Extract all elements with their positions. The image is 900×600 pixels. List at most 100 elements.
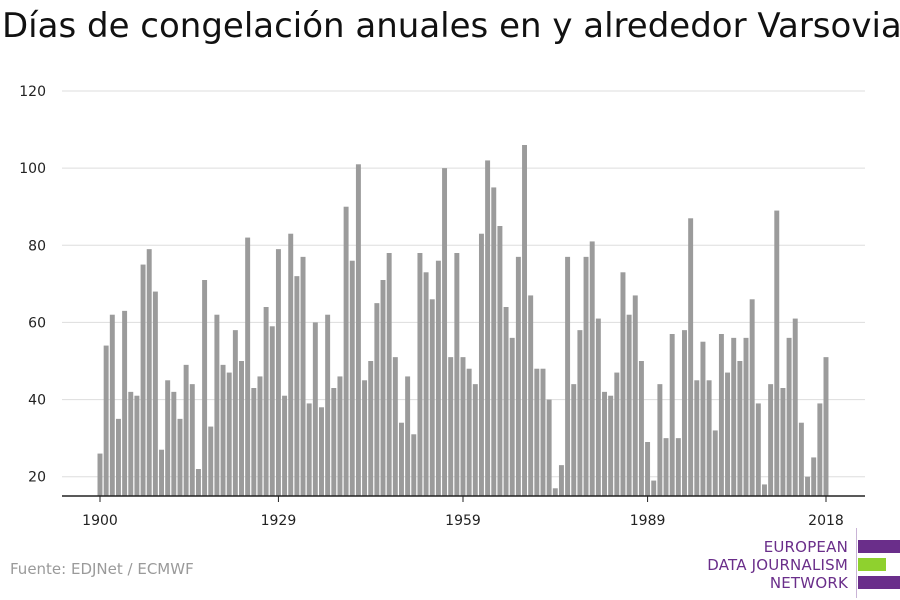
bar-1904: [122, 310, 128, 496]
bar-1984: [614, 372, 620, 496]
bar-1942: [355, 164, 361, 497]
bar-1976: [565, 256, 571, 496]
bar-2000: [712, 430, 718, 496]
bar-1950: [405, 376, 411, 496]
logo-line-network: NETWORK: [769, 574, 848, 592]
bar-1963: [485, 160, 491, 496]
bar-1933: [300, 256, 306, 496]
bar-1965: [497, 226, 503, 496]
bar-1932: [294, 276, 300, 496]
bar-1902: [109, 314, 115, 496]
bar-1961: [472, 384, 478, 496]
bar-1916: [195, 469, 201, 496]
bar-1995: [682, 330, 687, 496]
bar-chart: 20 40 60 80 100 120 1900 1929 1959 1989 2018: [19, 84, 865, 529]
bar-1911: [165, 380, 171, 496]
bar-2004: [737, 361, 743, 496]
bar-1906: [134, 395, 140, 496]
bar-1941: [349, 260, 355, 496]
bar-1985: [620, 272, 626, 496]
bar-2003: [731, 337, 737, 496]
axes: 20 40 60 80 100 120 1900 1929 1959 1989 2018: [19, 84, 865, 529]
bar-1900: [97, 453, 103, 496]
bar-2016: [811, 457, 817, 496]
bar-1903: [115, 418, 121, 496]
bar-1927: [263, 307, 269, 496]
bar-1923: [239, 361, 244, 496]
bar-1957: [448, 357, 454, 496]
bar-1910: [159, 449, 164, 496]
y-tick-label-40: 40: [28, 393, 46, 409]
bar-1922: [232, 330, 238, 496]
bar-1956: [442, 168, 448, 496]
bar-1954: [429, 299, 435, 496]
bar-2002: [725, 372, 731, 496]
y-tick-label-80: 80: [28, 238, 46, 254]
bar-1949: [399, 422, 404, 496]
logo-bar-green: [858, 558, 886, 571]
source-note: Fuente: EDJNet / ECMWF: [10, 560, 194, 578]
bar-1907: [140, 264, 146, 496]
bar-1924: [245, 237, 251, 496]
bar-1955: [435, 260, 441, 496]
bar-1978: [577, 330, 583, 496]
bar-1936: [319, 407, 324, 496]
bar-1926: [257, 376, 263, 496]
bar-1939: [337, 376, 343, 496]
bar-1971: [534, 368, 540, 496]
bar-1969: [522, 145, 527, 496]
bar-1908: [146, 249, 152, 496]
bar-1968: [515, 256, 521, 496]
bar-1997: [694, 380, 700, 496]
bar-1982: [602, 391, 607, 496]
bar-1920: [220, 364, 226, 496]
bar-1959: [460, 357, 466, 496]
bar-2012: [786, 337, 792, 496]
bar-1909: [152, 291, 158, 496]
bar-1945: [374, 303, 380, 496]
bar-1964: [491, 187, 497, 496]
bar-1952: [417, 253, 423, 496]
bar-1913: [177, 418, 183, 496]
bar-1929: [275, 249, 281, 496]
bar-1935: [312, 322, 318, 496]
bar-2015: [805, 476, 811, 496]
bar-1987: [632, 295, 638, 496]
bar-1960: [466, 368, 472, 496]
chart-title: Días de congelación anuales en y alreded…: [2, 6, 900, 46]
bar-2009: [768, 384, 774, 496]
bar-1914: [183, 364, 189, 496]
bar-1905: [128, 391, 134, 496]
bar-1944: [368, 361, 374, 496]
bar-1962: [478, 233, 484, 496]
bar-1947: [386, 253, 392, 496]
bar-1940: [343, 206, 349, 496]
bar-1958: [454, 253, 460, 496]
bar-1930: [282, 395, 288, 496]
bar-2008: [762, 484, 767, 496]
x-tick-label-1989: 1989: [630, 513, 666, 529]
logo-bar-purple-bottom: [858, 576, 900, 589]
bar-1977: [571, 384, 577, 496]
bar-1917: [202, 280, 208, 496]
bar-2018: [823, 357, 829, 496]
bar-1974: [552, 488, 558, 496]
bar-1989: [645, 442, 651, 496]
bar-2001: [718, 334, 724, 496]
bar-2011: [780, 388, 786, 496]
bar-1980: [589, 241, 595, 496]
bar-1934: [306, 403, 312, 496]
logo-bar-purple-top: [858, 540, 900, 553]
bar-1921: [226, 372, 232, 496]
bar-1931: [288, 233, 294, 496]
bar-2006: [749, 299, 755, 496]
bar-1919: [214, 314, 220, 496]
logo-line-european: EUROPEAN: [763, 538, 848, 556]
edjnet-logo: EUROPEAN DATA JOURNALISM NETWORK: [700, 528, 900, 598]
bar-2007: [755, 403, 761, 496]
x-tick-label-2018: 2018: [808, 513, 844, 529]
bar-1943: [362, 380, 368, 496]
bars: [97, 145, 829, 497]
bar-1951: [411, 434, 417, 496]
bar-1912: [171, 391, 177, 496]
